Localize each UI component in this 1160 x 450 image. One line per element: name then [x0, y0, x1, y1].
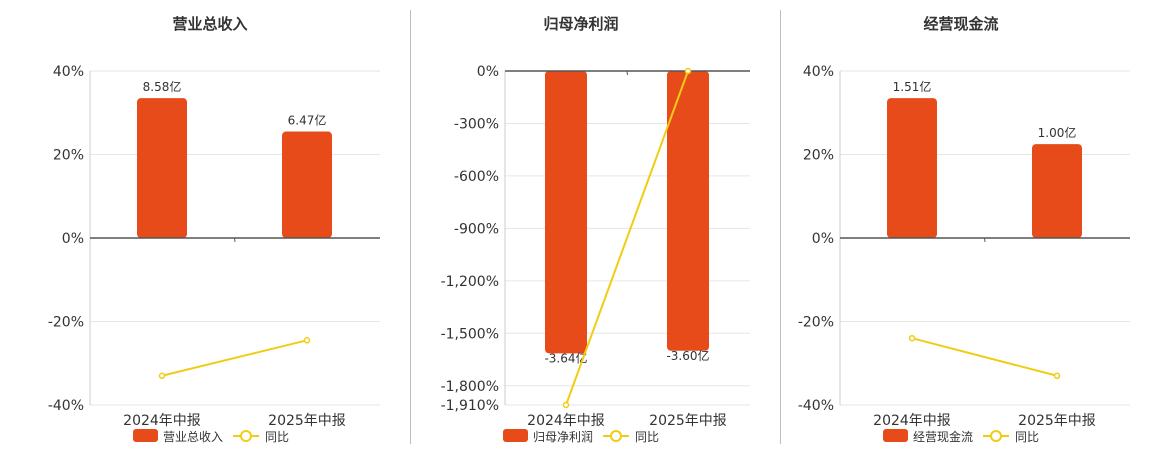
- legend-bar-swatch: [133, 429, 158, 442]
- y-tick-label: 20%: [803, 148, 834, 164]
- bar: [1032, 144, 1082, 238]
- yoy-line: [911, 337, 1058, 377]
- yoy-point: [158, 372, 166, 380]
- bar: [137, 98, 187, 238]
- bar: [667, 71, 709, 351]
- yoy-line: [565, 70, 689, 406]
- y-tick-label: -20%: [798, 315, 834, 331]
- legend-line-marker: [610, 430, 622, 442]
- bar-data-label: -3.64亿: [544, 350, 587, 365]
- y-tick-label: 0%: [62, 231, 84, 247]
- bar-data-label: -3.60亿: [666, 348, 709, 363]
- y-tick-label: -1,910%: [441, 398, 499, 414]
- y-tick-label: -40%: [48, 398, 84, 414]
- x-tick-label: 2025年中报: [1018, 413, 1096, 429]
- bar: [545, 71, 587, 354]
- x-tick-label: 2025年中报: [268, 413, 346, 429]
- yoy-line: [161, 339, 308, 377]
- yoy-point: [562, 401, 570, 409]
- y-tick-label: 40%: [53, 64, 84, 80]
- legend-bar-label: 经营现金流: [913, 429, 973, 444]
- y-tick-label: 0%: [812, 231, 834, 247]
- yoy-point: [1053, 372, 1061, 380]
- y-tick-label: -1,500%: [441, 326, 499, 342]
- legend-line-marker: [990, 430, 1002, 442]
- x-tick-label: 2024年中报: [873, 413, 951, 429]
- axis-tick: [234, 237, 236, 243]
- legend-bar-swatch: [883, 429, 908, 442]
- legend-line-marker: [240, 430, 252, 442]
- legend-bar-label: 归母净利润: [533, 430, 593, 444]
- bar-data-label: 8.58亿: [143, 79, 182, 94]
- legend-line-label: 同比: [635, 430, 659, 444]
- y-tick-label: 40%: [803, 64, 834, 80]
- y-tick-label: -600%: [454, 169, 499, 185]
- bar: [887, 98, 937, 238]
- y-tick-label: -40%: [798, 398, 834, 414]
- legend-bar-label: 营业总收入: [163, 430, 223, 444]
- y-tick-label: -1,800%: [441, 379, 499, 395]
- x-tick-label: 2024年中报: [527, 413, 605, 429]
- y-tick-label: 20%: [53, 148, 84, 164]
- y-tick-label: -300%: [454, 116, 499, 132]
- legend-line-label: 同比: [1015, 430, 1039, 444]
- chart-title: 经营现金流: [923, 15, 998, 33]
- chart-title: 营业总收入: [172, 15, 247, 33]
- yoy-point: [303, 337, 311, 344]
- bar: [282, 131, 332, 238]
- axis-tick: [984, 237, 986, 243]
- x-tick-label: 2024年中报: [123, 413, 201, 429]
- panel-divider-1: [410, 10, 411, 444]
- legend-bar-swatch: [503, 429, 528, 442]
- chart-panel-2: 归母净利润 0% -300% -600% -900% -1,200% -1,500% -1,8…: [441, 15, 750, 444]
- legend-line-label: 同比: [265, 430, 289, 444]
- y-tick-label: -1,200%: [441, 274, 499, 290]
- chart-panel-3: 经营现金流 40% 20% 0% -20% -40% 1.51亿 1.00亿 2024年中报 20…: [798, 15, 1130, 444]
- bar-data-label: 1.51亿: [893, 79, 932, 94]
- y-tick-label: 0%: [477, 64, 499, 80]
- chart-panel-1: 营业总收入 40% 20% 0% -20% -40% 8.58亿 6.47亿 2024年中报 20…: [48, 15, 380, 444]
- y-tick-label: -20%: [48, 315, 84, 331]
- bar-data-label: 6.47亿: [288, 113, 327, 128]
- axis-tick: [626, 70, 628, 76]
- yoy-point: [908, 334, 916, 342]
- bar-data-label: 1.00亿: [1038, 125, 1077, 140]
- x-tick-label: 2025年中报: [649, 413, 727, 429]
- y-tick-label: -900%: [454, 221, 499, 237]
- chart-title: 归母净利润: [543, 15, 618, 33]
- yoy-point: [684, 67, 692, 75]
- panel-divider-2: [780, 10, 781, 444]
